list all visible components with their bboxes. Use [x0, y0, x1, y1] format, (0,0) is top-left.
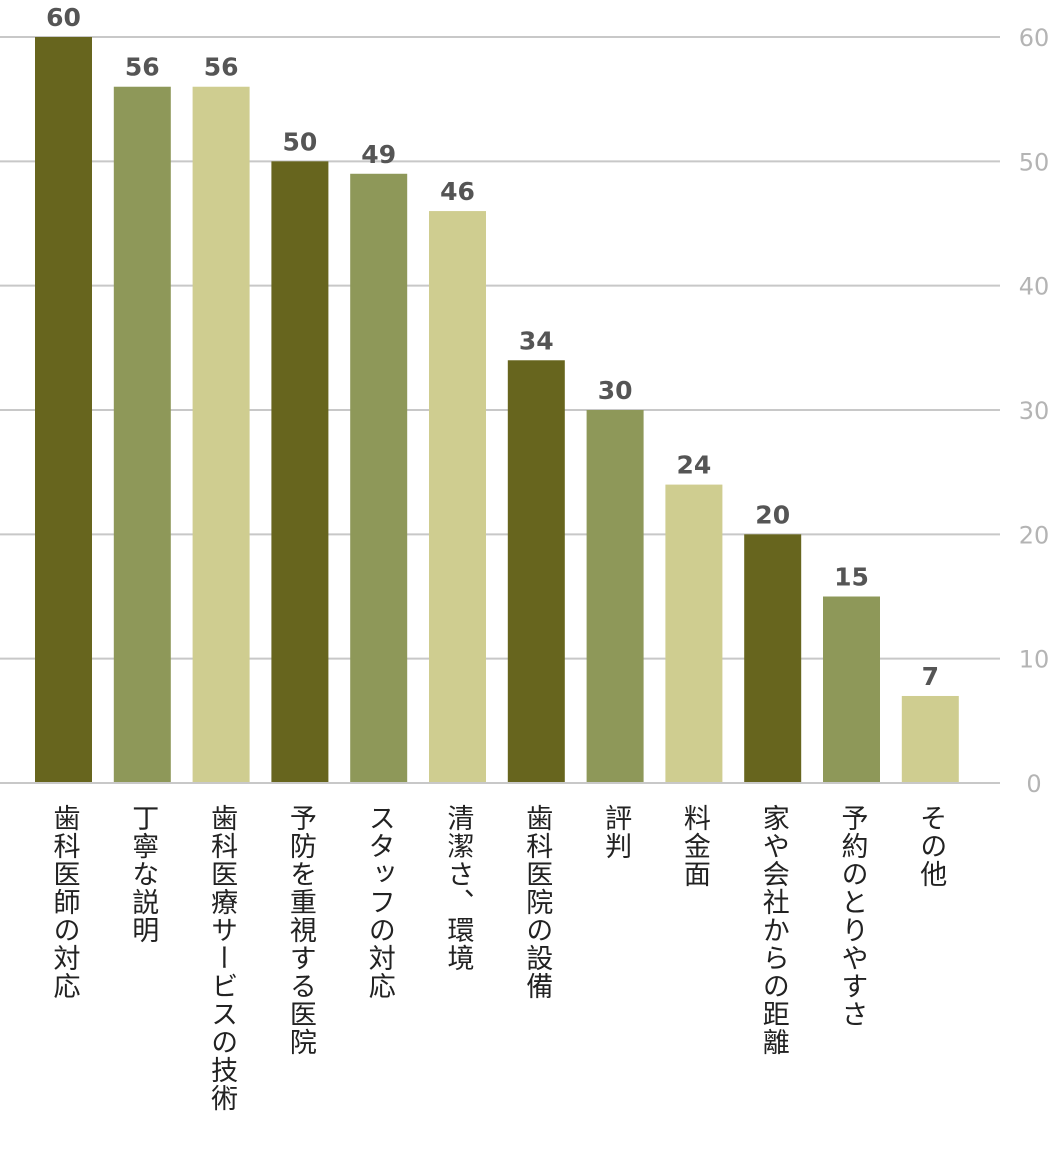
bar-value-label: 15 — [834, 563, 869, 592]
bar — [901, 695, 959, 783]
bar-value-label: 24 — [677, 451, 712, 480]
category-label: 丁寧な説明 — [127, 804, 159, 944]
value-labels: 60 56 56 50 49 46 34 30 24 20 15 7 — [46, 3, 939, 691]
bar-value-label: 60 — [46, 3, 81, 32]
bar — [350, 173, 408, 783]
bar-value-label: 56 — [125, 53, 160, 82]
y-tick-label: 10 — [1019, 646, 1048, 674]
bar — [507, 360, 565, 783]
y-tick-label: 30 — [1019, 397, 1048, 425]
bar — [271, 161, 329, 784]
category-label: 予防を重視する医院 — [284, 804, 316, 1056]
category-label: その他 — [915, 804, 947, 888]
bar-value-label: 7 — [922, 662, 939, 691]
category-label: スタッフの対応 — [363, 804, 395, 1000]
bar — [744, 534, 802, 783]
bar — [665, 484, 723, 783]
bar-value-label: 50 — [283, 127, 318, 156]
bar — [35, 37, 92, 783]
category-label: 清潔さ、環境 — [442, 804, 474, 972]
y-tick-label: 0 — [1026, 770, 1041, 798]
bar — [429, 211, 486, 784]
bar — [823, 596, 880, 783]
y-tick-label: 20 — [1019, 521, 1048, 549]
y-axis-ticks: 0 10 20 30 40 50 60 — [1019, 24, 1048, 798]
category-label: 歯科医院の設備 — [521, 804, 553, 1000]
category-label: 歯科医師の対応 — [48, 804, 80, 1000]
bar-value-label: 34 — [519, 326, 554, 355]
category-label: 料金面 — [678, 804, 710, 888]
bars — [35, 37, 959, 784]
category-label: 歯科医療サービスの技術 — [206, 804, 238, 1112]
bar — [192, 86, 250, 783]
bar-value-label: 46 — [440, 177, 475, 206]
bar — [113, 86, 171, 783]
category-label: 予約のとりやすさ — [836, 804, 868, 1028]
category-label: 家や会社からの距離 — [757, 804, 789, 1056]
y-tick-label: 50 — [1019, 148, 1048, 176]
bar — [586, 410, 644, 783]
category-label: 評判 — [600, 804, 632, 860]
y-tick-label: 60 — [1019, 24, 1048, 52]
bar-value-label: 56 — [204, 53, 239, 82]
y-tick-label: 40 — [1019, 273, 1048, 301]
bar-value-label: 30 — [598, 376, 633, 405]
bar-value-label: 20 — [755, 500, 790, 529]
bar-value-label: 49 — [361, 140, 396, 169]
